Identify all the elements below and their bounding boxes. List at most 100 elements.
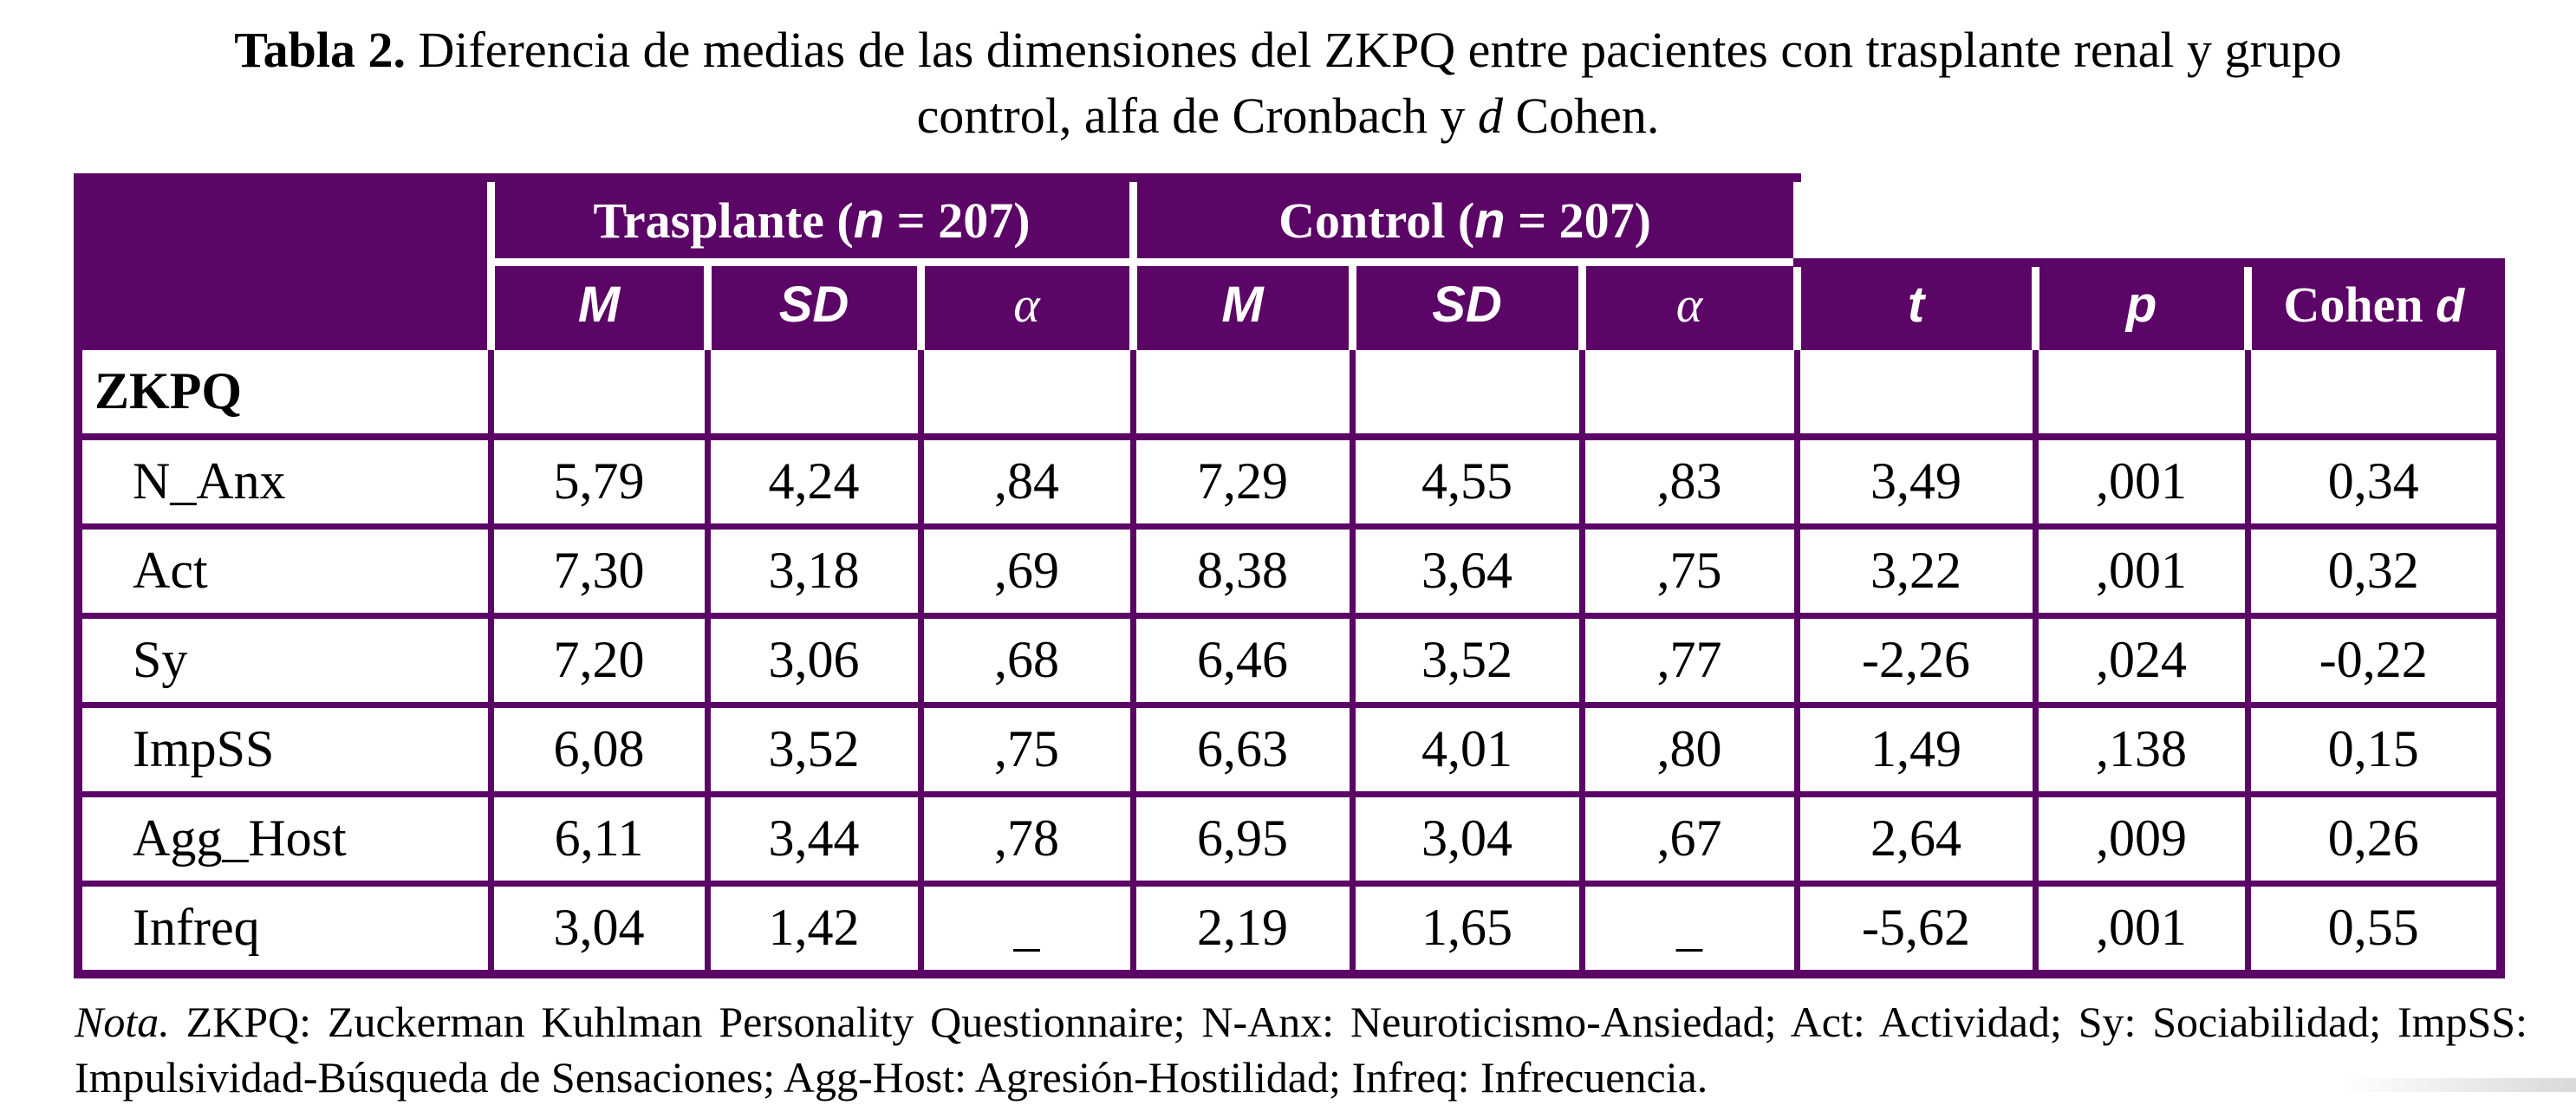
data-cell xyxy=(2244,343,2506,440)
data-cell: 6,11 xyxy=(487,790,711,887)
note-text: ZKPQ: Zuckerman Kuhlman Personality Ques… xyxy=(75,997,2527,1102)
row-label: Infreq xyxy=(74,880,494,978)
table-row: ImpSS 6,08 3,52,75 6,63 4,01,80 1,49,138 0,15 xyxy=(74,701,2506,797)
table-row: Infreq 3,04 1,42 _ 2,19 1,65 _ -5,62,001 0,55 xyxy=(74,880,2506,978)
title-text: Diferencia de medias de las dimensiones … xyxy=(405,22,2342,78)
group-header-trasplante: Trasplante (n = 207) xyxy=(486,173,1137,266)
data-cell: -0,22 xyxy=(2244,612,2506,708)
col-header-cohen-d: Cohen d xyxy=(2243,257,2506,350)
data-cell: ,001 xyxy=(2032,523,2251,619)
col-header-sd-control: SD xyxy=(1348,258,1586,350)
group-label-suffix: = 207) xyxy=(1505,192,1651,249)
data-cell: 6,63 xyxy=(1129,701,1356,797)
data-cell xyxy=(1349,343,1585,440)
data-cell: 3,04 xyxy=(487,880,711,978)
table-row: Sy 7,20 3,06,68 6,46 3,52,77 -2,26,024 -0,22 xyxy=(74,612,2506,708)
col-header-alpha-control: α xyxy=(1577,258,1801,350)
col-header-sd-trasplante: SD xyxy=(703,258,925,350)
data-cell: ,77 xyxy=(1578,612,1800,708)
col-header-alpha-trasplante: α xyxy=(916,258,1137,350)
col-header-m-trasplante: M xyxy=(486,258,712,350)
data-cell: ,80 xyxy=(1578,701,1800,797)
data-cell: 3,06 xyxy=(704,612,924,708)
header-stat-row: M SD α M SD α t p Cohen d xyxy=(78,257,2506,350)
data-cell: ,69 xyxy=(917,523,1136,619)
row-label: Act xyxy=(74,523,494,619)
section-row: ZKPQ xyxy=(74,343,2506,440)
data-cell: 3,18 xyxy=(704,523,924,619)
data-cell: 4,24 xyxy=(704,433,924,530)
data-cell: 3,49 xyxy=(1793,433,2039,530)
row-label: N_Anx xyxy=(74,433,494,530)
data-cell xyxy=(1129,343,1356,440)
col-header-t: t xyxy=(1792,257,2039,350)
data-cell: ,75 xyxy=(1578,523,1800,619)
data-cell: 3,44 xyxy=(704,790,924,887)
table-row: N_Anx 5,79 4,24,84 7,29 4,55,83 3,49,001 0,34 xyxy=(74,433,2506,530)
data-cell: 5,79 xyxy=(487,433,711,530)
group-label: Trasplante ( xyxy=(593,192,854,249)
cohen-d-symbol: d xyxy=(1478,88,1503,144)
data-cell: ,001 xyxy=(2032,433,2251,530)
header-spacer xyxy=(1797,178,2501,263)
n-symbol: n xyxy=(1474,192,1506,249)
data-cell: 0,32 xyxy=(2244,523,2506,619)
data-cell: 1,65 xyxy=(1349,880,1585,978)
data-cell: ,68 xyxy=(917,612,1136,708)
title-line-1: Tabla 2. Diferencia de medias de las dim… xyxy=(92,17,2484,83)
page-title: Tabla 2. Diferencia de medias de las dim… xyxy=(92,17,2484,149)
data-cell: ,83 xyxy=(1578,433,1800,530)
data-cell: 0,34 xyxy=(2244,433,2506,530)
data-cell: 2,64 xyxy=(1793,790,2039,887)
data-cell: 4,01 xyxy=(1349,701,1585,797)
data-cell: _ xyxy=(1578,880,1800,978)
section-label: ZKPQ xyxy=(74,343,494,440)
data-cell xyxy=(2032,343,2251,440)
data-cell xyxy=(487,343,711,440)
table-row: Agg_Host 6,11 3,44,78 6,95 3,04,67 2,64,009 0,… xyxy=(74,790,2506,887)
corner-cell xyxy=(74,173,495,350)
table-row: Act 7,30 3,18,69 8,38 3,64,75 3,22,001 0,32 xyxy=(74,523,2506,619)
group-label-suffix: = 207) xyxy=(884,192,1031,249)
data-cell: 3,22 xyxy=(1793,523,2039,619)
page-edge-shadow xyxy=(2342,1078,2576,1092)
data-cell: 0,55 xyxy=(2244,880,2506,978)
data-cell: ,67 xyxy=(1578,790,1800,887)
data-cell: -2,26 xyxy=(1793,612,2039,708)
row-label: ImpSS xyxy=(74,701,494,797)
title-text-3: Cohen. xyxy=(1503,88,1660,144)
data-cell: 1,42 xyxy=(704,880,924,978)
row-label: Agg_Host xyxy=(74,790,494,887)
note-label: Nota. xyxy=(75,997,170,1046)
data-cell: 7,30 xyxy=(487,523,711,619)
data-cell xyxy=(917,343,1136,440)
group-label: Control ( xyxy=(1278,192,1475,249)
data-cell: 8,38 xyxy=(1129,523,1356,619)
data-cell xyxy=(704,343,924,440)
data-cell: ,84 xyxy=(917,433,1136,530)
data-cell: 6,46 xyxy=(1129,612,1356,708)
d-symbol: d xyxy=(2436,280,2465,332)
data-cell: 4,55 xyxy=(1349,433,1585,530)
n-symbol: n xyxy=(853,192,885,249)
data-cell xyxy=(1578,343,1800,440)
data-cell: ,024 xyxy=(2032,612,2251,708)
col-header-m-control: M xyxy=(1129,258,1356,350)
data-cell: ,78 xyxy=(917,790,1136,887)
data-cell: 7,29 xyxy=(1129,433,1356,530)
table-number: Tabla 2. xyxy=(234,22,406,78)
data-cell: 0,26 xyxy=(2244,790,2506,887)
data-cell: ,75 xyxy=(917,701,1136,797)
data-cell xyxy=(1793,343,2039,440)
col-header-p: p xyxy=(2031,257,2252,350)
data-cell: 3,52 xyxy=(1349,612,1585,708)
title-text-2: control, alfa de Cronbach y xyxy=(916,88,1478,144)
data-cell: ,138 xyxy=(2032,701,2251,797)
data-cell: 1,49 xyxy=(1793,701,2039,797)
data-cell: 6,95 xyxy=(1129,790,1356,887)
data-cell: -5,62 xyxy=(1793,880,2039,978)
zkpq-comparison-table: Trasplante (n = 207) Control (n = 207) M… xyxy=(74,173,2506,978)
data-cell: 3,52 xyxy=(704,701,924,797)
row-label: Sy xyxy=(74,612,494,708)
data-cell: 6,08 xyxy=(487,701,711,797)
